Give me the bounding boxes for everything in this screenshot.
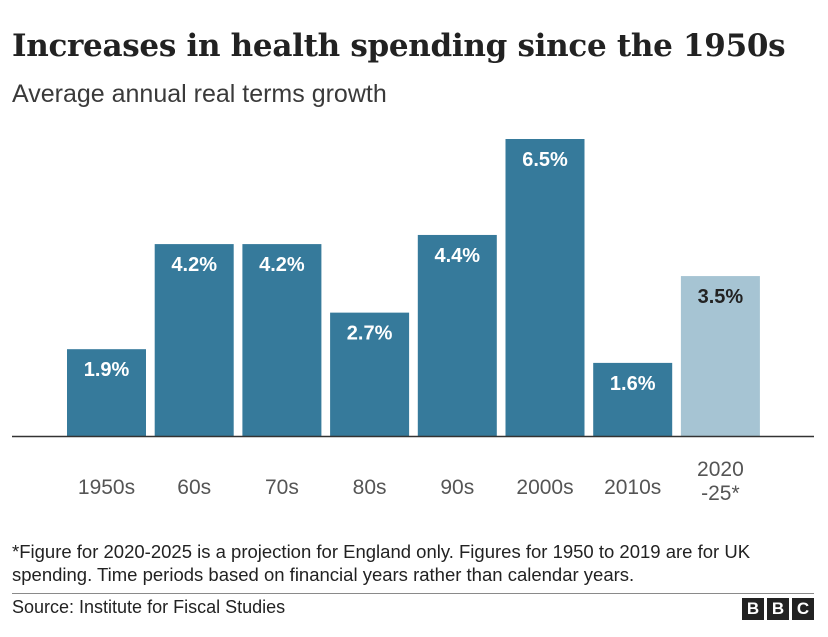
bar bbox=[417, 234, 497, 436]
footer-divider bbox=[12, 593, 814, 594]
tick-label: 80s bbox=[353, 476, 387, 499]
data-label: 1.6% bbox=[610, 373, 656, 395]
bar bbox=[505, 139, 585, 436]
data-label: 6.5% bbox=[522, 149, 568, 171]
data-label: 4.4% bbox=[435, 245, 481, 267]
data-label: 4.2% bbox=[259, 254, 305, 276]
chart-title: Increases in health spending since the 1… bbox=[12, 28, 786, 64]
bar bbox=[67, 349, 146, 436]
bbc-logo-block: C bbox=[792, 598, 814, 620]
bar bbox=[330, 312, 410, 436]
data-label: 2.7% bbox=[347, 323, 393, 345]
tick-label: 90s bbox=[440, 476, 474, 499]
source-note: Source: Institute for Fiscal Studies bbox=[12, 597, 286, 617]
tick-label: 70s bbox=[265, 476, 299, 499]
chart-subtitle: Average annual real terms growth bbox=[12, 80, 387, 108]
data-label: 1.9% bbox=[84, 359, 130, 381]
data-label: 3.5% bbox=[698, 286, 744, 308]
bar bbox=[593, 362, 673, 436]
data-label: 4.2% bbox=[171, 254, 217, 276]
bar-chart: 1.9% 1950s 4.2% 60s 4.2% 70s 2.7% 80s 4.4% 90s 6.5… bbox=[12, 139, 814, 505]
bar bbox=[680, 276, 760, 436]
bbc-logo-block: B bbox=[767, 598, 789, 620]
bar bbox=[242, 244, 322, 436]
tick-label: 2020 -25* bbox=[697, 458, 744, 505]
bbc-logo-block: B bbox=[742, 598, 764, 620]
tick-label: 1950s bbox=[78, 476, 135, 499]
bbc-logo: B B C bbox=[742, 598, 814, 620]
tick-label: 2000s bbox=[516, 476, 573, 499]
tick-label: 60s bbox=[177, 476, 211, 499]
tick-label: 2010s bbox=[604, 476, 661, 499]
bar bbox=[154, 244, 234, 436]
footnote: *Figure for 2020-2025 is a projection fo… bbox=[12, 541, 751, 585]
